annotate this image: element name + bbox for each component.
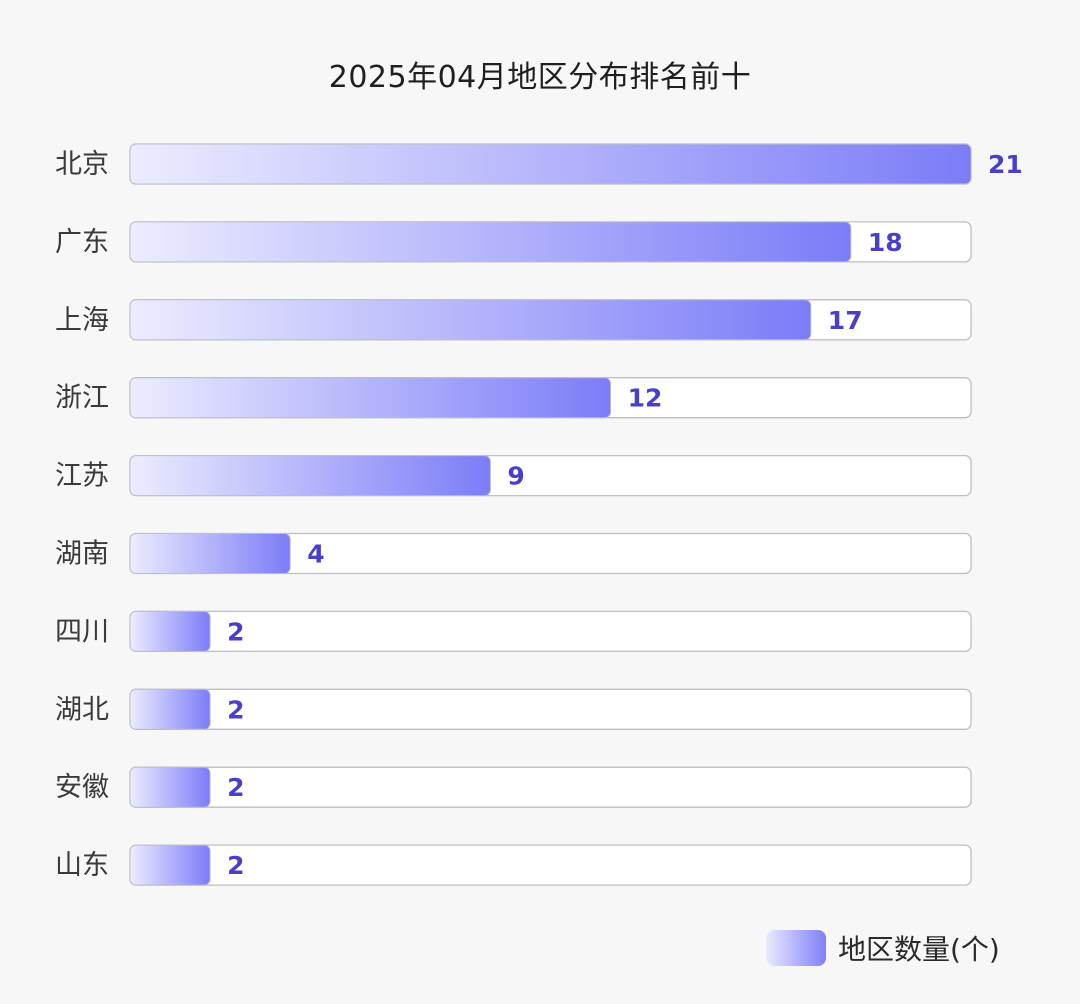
bar-track xyxy=(129,844,972,886)
value-label: 17 xyxy=(828,306,863,335)
bar-track xyxy=(129,688,972,730)
bar xyxy=(129,455,491,497)
bar xyxy=(129,610,211,652)
bar-track xyxy=(129,766,972,808)
category-label: 浙江 xyxy=(55,383,109,414)
legend: 地区数量(个) xyxy=(766,928,1000,968)
value-label: 2 xyxy=(227,851,244,880)
bar xyxy=(129,299,812,341)
bar xyxy=(129,377,612,419)
bars-layer: 北京 21 广东 18 上海 17 浙江 12 江苏 9 湖南 4 四川 2 湖北 2 安徽 2 山东 2 xyxy=(55,143,1023,886)
bar xyxy=(129,844,211,886)
bar xyxy=(129,221,852,263)
value-label: 18 xyxy=(868,228,903,257)
value-label: 2 xyxy=(227,773,244,802)
bar xyxy=(129,688,211,730)
value-label: 2 xyxy=(227,695,244,724)
legend-label: 地区数量(个) xyxy=(838,933,1000,966)
value-label: 9 xyxy=(507,462,524,491)
category-label: 江苏 xyxy=(55,461,109,492)
category-label: 湖北 xyxy=(55,694,109,725)
bar xyxy=(129,533,291,574)
category-label: 山东 xyxy=(55,850,109,881)
category-label: 广东 xyxy=(55,227,109,258)
category-label: 安徽 xyxy=(55,772,109,803)
category-label: 四川 xyxy=(55,616,109,647)
value-label: 4 xyxy=(307,540,324,569)
bar-track xyxy=(129,610,972,653)
category-label: 湖南 xyxy=(55,539,109,570)
chart-title: 2025年04月地区分布排名前十 xyxy=(328,60,752,95)
category-label: 北京 xyxy=(55,149,109,180)
value-label: 21 xyxy=(988,150,1023,179)
value-label: 12 xyxy=(628,384,663,413)
legend-swatch xyxy=(766,930,826,966)
bar xyxy=(129,143,972,185)
category-label: 上海 xyxy=(55,305,109,336)
value-label: 2 xyxy=(227,617,244,646)
bar xyxy=(129,766,211,808)
